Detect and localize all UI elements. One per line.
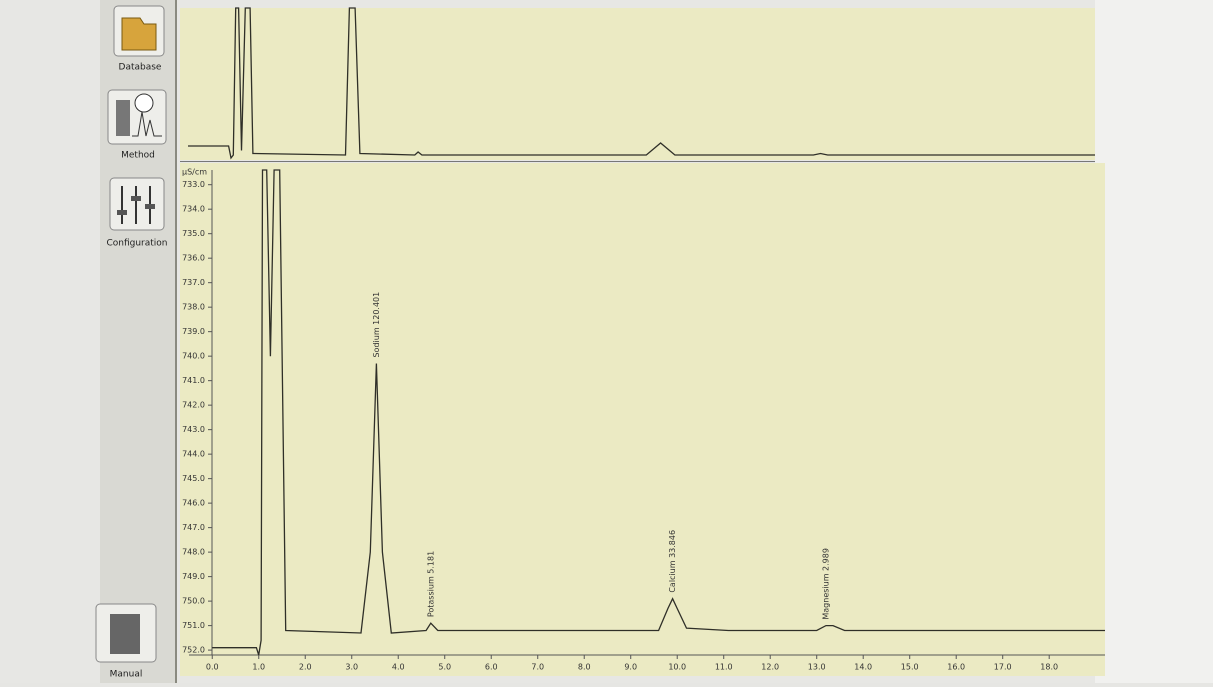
configuration-button[interactable]: Configuration <box>106 178 167 249</box>
clock-icon <box>135 94 153 112</box>
y-tick-label: 736.0 <box>182 254 205 263</box>
x-tick-label: 8.0 <box>578 663 591 672</box>
y-tick-label: 733.0 <box>182 180 205 189</box>
x-tick-label: 10.0 <box>668 663 686 672</box>
slider-knob <box>131 196 141 201</box>
slider-knob <box>117 210 127 215</box>
x-tick-label: 4.0 <box>392 663 405 672</box>
y-tick-label: 747.0 <box>182 523 205 532</box>
x-tick-label: 14.0 <box>854 663 872 672</box>
manual-icon <box>110 614 140 654</box>
peak-label: Magnesium 2.989 <box>822 548 831 620</box>
x-tick-label: 17.0 <box>994 663 1012 672</box>
peak-label: Sodium 120.401 <box>372 292 381 358</box>
y-tick-label: 737.0 <box>182 278 205 287</box>
y-axis-label: µS/cm <box>182 168 207 177</box>
y-tick-label: 749.0 <box>182 572 205 581</box>
slider-knob <box>145 204 155 209</box>
y-tick-label: 748.0 <box>182 548 205 557</box>
x-tick-label: 16.0 <box>947 663 965 672</box>
y-tick-label: 751.0 <box>182 621 205 630</box>
y-tick-label: 745.0 <box>182 474 205 483</box>
peak-label: Potassium 5.181 <box>426 551 435 617</box>
x-tick-label: 7.0 <box>531 663 544 672</box>
y-tick-label: 734.0 <box>182 205 205 214</box>
x-tick-label: 15.0 <box>901 663 919 672</box>
x-tick-label: 1.0 <box>252 663 265 672</box>
x-tick-label: 0.0 <box>206 663 219 672</box>
x-tick-label: 3.0 <box>345 663 358 672</box>
x-tick-label: 2.0 <box>299 663 312 672</box>
y-tick-label: 740.0 <box>182 352 205 361</box>
overview-panel <box>180 8 1095 160</box>
x-tick-label: 5.0 <box>438 663 451 672</box>
button-label: Method <box>121 151 155 161</box>
y-tick-label: 742.0 <box>182 401 205 410</box>
y-tick-label: 746.0 <box>182 499 205 508</box>
y-tick-label: 738.0 <box>182 303 205 312</box>
y-tick-label: 750.0 <box>182 597 205 606</box>
database-button[interactable]: Database <box>114 6 164 73</box>
y-tick-label: 735.0 <box>182 229 205 238</box>
x-tick-label: 9.0 <box>624 663 637 672</box>
button-label: Configuration <box>106 239 167 249</box>
screen: Database Method Configuration Manual µS/… <box>0 0 1213 683</box>
right-margin <box>1095 0 1213 683</box>
chromatogram-panel <box>180 163 1105 676</box>
button-label: Database <box>119 63 162 73</box>
y-tick-label: 744.0 <box>182 450 205 459</box>
y-tick-label: 743.0 <box>182 425 205 434</box>
peak-label: Calcium 33.846 <box>668 530 677 593</box>
x-tick-label: 18.0 <box>1040 663 1058 672</box>
x-tick-label: 12.0 <box>761 663 779 672</box>
button-label: Manual <box>110 670 143 680</box>
instrument-icon <box>116 100 130 136</box>
x-tick-label: 13.0 <box>808 663 826 672</box>
y-tick-label: 739.0 <box>182 327 205 336</box>
x-tick-label: 11.0 <box>715 663 733 672</box>
y-tick-label: 752.0 <box>182 646 205 655</box>
x-tick-label: 6.0 <box>485 663 498 672</box>
y-tick-label: 741.0 <box>182 376 205 385</box>
